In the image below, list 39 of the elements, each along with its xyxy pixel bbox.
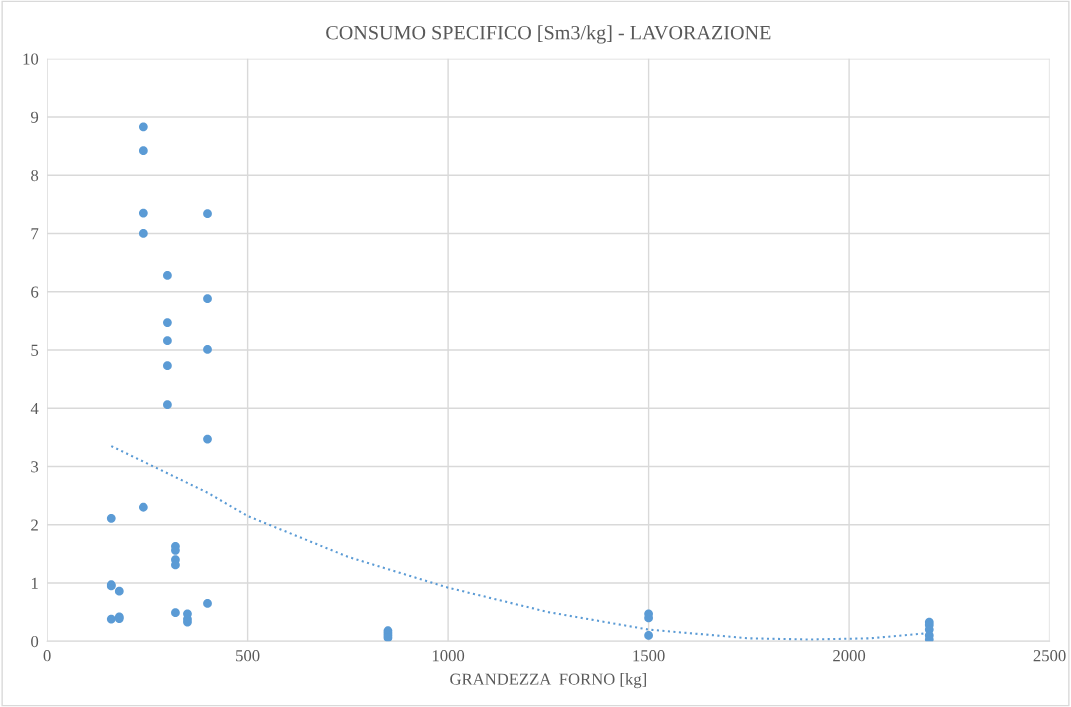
y-tick-label: 3	[31, 461, 39, 473]
x-tick-label: 2000	[833, 650, 866, 662]
x-tick-label: 1000	[432, 650, 465, 662]
y-tick-label: 10	[23, 53, 39, 65]
point	[171, 608, 180, 618]
point	[203, 344, 212, 354]
point	[138, 502, 148, 512]
point	[203, 294, 212, 304]
y-tick-label: 0	[31, 635, 39, 648]
point	[644, 631, 653, 640]
chart-title: CONSUMO SPECIFICO [Sm3/kg] - LAVORAZIONE	[326, 25, 771, 44]
point	[106, 513, 116, 523]
y-tick-label: 5	[31, 344, 39, 356]
y-tick-label: 9	[30, 111, 39, 123]
point	[203, 434, 212, 444]
point	[203, 209, 212, 219]
x-tick-label: 500	[236, 650, 260, 662]
point	[163, 318, 172, 327]
y-tick-label: 4	[30, 403, 39, 414]
y-tick-label: 2	[31, 519, 38, 531]
x-tick-label: 2500	[1033, 650, 1066, 662]
point	[138, 229, 148, 238]
point	[163, 336, 172, 346]
y-tick-label: 7	[31, 228, 39, 240]
point	[138, 146, 148, 156]
x-tick-label: 1500	[633, 650, 665, 662]
point	[138, 122, 148, 132]
x-tick-label: 0	[43, 650, 51, 662]
point	[138, 208, 148, 218]
y-tick-label: 6	[31, 286, 39, 298]
y-tick-label: 8	[31, 169, 39, 182]
x-axis-title: GRANDEZZA FORNO [kg]	[450, 673, 646, 689]
point	[114, 586, 124, 596]
point	[106, 614, 116, 624]
point	[203, 598, 212, 608]
point	[163, 400, 172, 410]
point	[163, 271, 172, 280]
y-tick-label: 1	[31, 577, 38, 589]
point	[163, 361, 172, 371]
